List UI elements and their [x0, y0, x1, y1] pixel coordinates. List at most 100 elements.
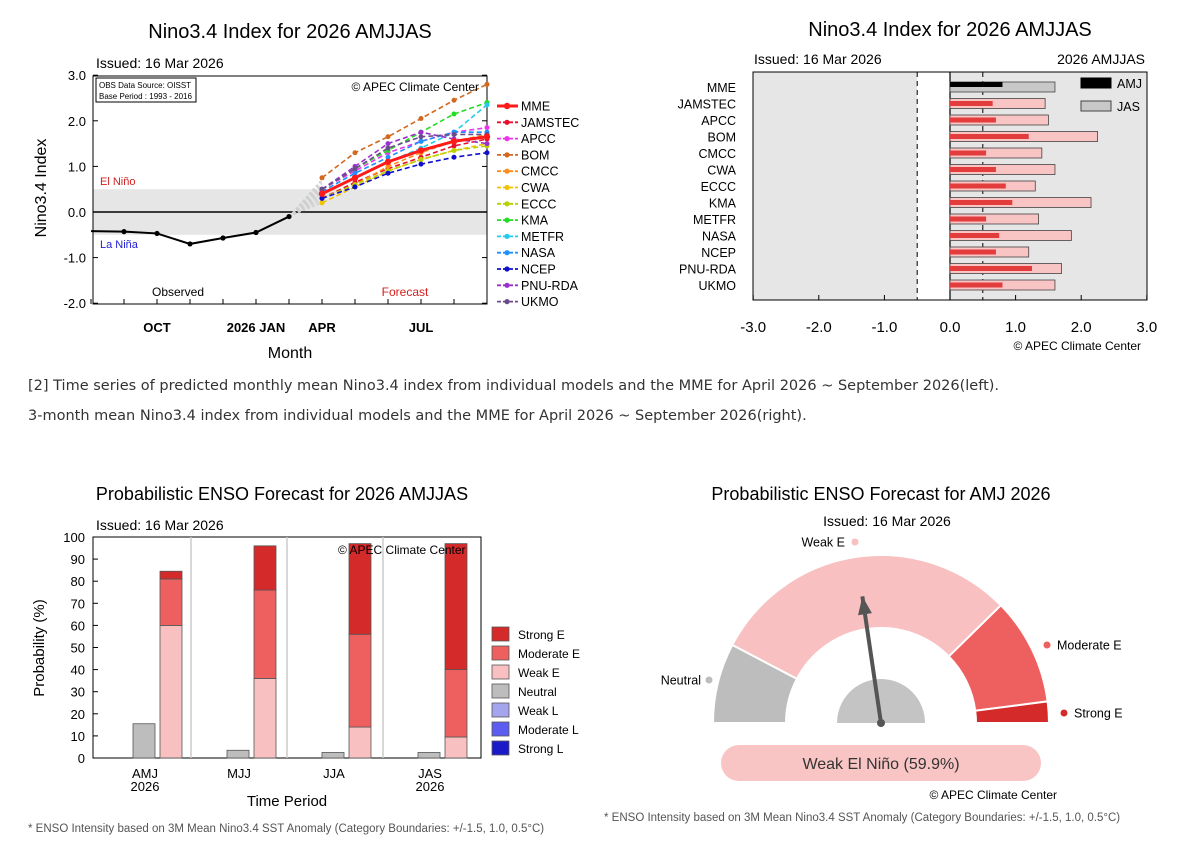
c3-ytick-label: 60: [71, 618, 85, 633]
legend-label-weak-e: Weak E: [518, 666, 560, 680]
c2-xtick-label: 0.0: [940, 319, 961, 336]
legend-label-amj: AMJ: [1117, 77, 1142, 91]
series-point-pnu-rda: [418, 129, 424, 135]
c2-period: 2026 AMJJAS: [1057, 51, 1145, 67]
moderate-e-bar: [159, 578, 183, 626]
bar-amj-kma: [950, 200, 1013, 205]
c2-category-label: ECCC: [701, 180, 736, 194]
series-line-ukmo: [321, 133, 487, 190]
legend-label-moderate-l: Moderate L: [518, 723, 579, 737]
series-point-ukmo: [451, 131, 457, 137]
c2-category-label: JAMSTEC: [678, 98, 736, 112]
legend-marker-kma: [504, 217, 510, 223]
legend-marker-metfr: [504, 233, 510, 239]
gauge-segment-strong-e: [974, 700, 1051, 724]
strong-e-bar: [348, 543, 372, 635]
c2-category-label: CWA: [707, 164, 736, 178]
series-point-mme: [450, 138, 458, 145]
c3-ytick-label: 30: [71, 685, 85, 700]
series-point-ukmo: [418, 134, 424, 140]
strong-e-bar: [159, 570, 183, 580]
series-point-ukmo: [352, 166, 358, 172]
legend-label-jas: JAS: [1117, 100, 1140, 114]
c1-axes-frame: [92, 75, 488, 305]
bar-amj-pnu-rda: [950, 266, 1032, 271]
legend-label-nasa: NASA: [521, 246, 556, 260]
legend-label-strong-e: Strong E: [518, 628, 565, 642]
legend-label-strong-l: Strong L: [518, 742, 564, 756]
legend-marker-mme: [503, 102, 511, 110]
c2-xtick-label: -3.0: [740, 319, 766, 336]
c1-info-box: OBS Data Source: OISST Base Period : 199…: [95, 77, 197, 103]
bar-amj-ukmo: [950, 282, 1003, 288]
series-point-ukmo: [385, 145, 391, 151]
strong-e-bar: [444, 543, 468, 671]
legend-label-mme: MME: [521, 100, 550, 114]
legend-swatch-moderate-l: [491, 721, 510, 737]
legend-swatch-weak-e: [491, 664, 510, 680]
moderate-e-bar: [444, 669, 468, 738]
forecast-label: Forecast: [382, 285, 429, 299]
weak-e-bar: [253, 678, 277, 759]
series-point-nasa: [385, 154, 391, 160]
c1-ytick-label: 3.0: [68, 68, 86, 83]
gauge-needle: [860, 596, 883, 724]
series-point-mme: [417, 147, 425, 154]
c3-ytick-label: 20: [71, 707, 85, 722]
enso-probability-bars-chart: Probabilistic ENSO Forecast for 2026 AMJ…: [28, 484, 580, 835]
series-point-bom: [352, 150, 358, 156]
c3-footnote: * ENSO Intensity based on 3M Mean Nino3.…: [28, 823, 544, 835]
bar-amj-metfr: [950, 216, 987, 222]
observed-point: [187, 241, 193, 247]
c2-copyright: © APEC Climate Center: [1013, 339, 1141, 353]
bar-amj-jamstec: [950, 101, 993, 106]
gauge-dot-neutral: [705, 676, 713, 684]
series-point-cmcc: [385, 163, 391, 169]
observed-point: [220, 235, 226, 241]
gauge-label-weak-e: Weak E: [801, 536, 845, 550]
series-point-cwa: [319, 200, 325, 206]
legend-marker-cmcc: [504, 168, 510, 174]
moderate-e-bar: [253, 589, 277, 679]
c4-title: Probabilistic ENSO Forecast for AMJ 2026: [711, 484, 1050, 504]
c2-xtick-label: -2.0: [806, 319, 832, 336]
legend-label-kma: KMA: [521, 214, 549, 228]
gauge-label-moderate-e: Moderate E: [1057, 639, 1122, 653]
gauge-dot-strong-e: [1060, 709, 1068, 717]
series-point-pnu-rda: [484, 141, 490, 147]
series-point-bom: [418, 116, 424, 122]
series-point-mme: [384, 158, 392, 166]
c3-ytick-label: 0: [78, 751, 85, 766]
gauge-hub: [837, 679, 925, 723]
result-pill: [721, 745, 1041, 781]
legend-marker-jamstec: [504, 119, 510, 125]
c1-ytick-label: 0.0: [68, 205, 86, 220]
c2-category-label: APCC: [701, 114, 736, 128]
series-line-apcc: [321, 126, 488, 190]
c1-xtick-label: 2026 JAN: [227, 320, 286, 335]
legend-label-weak-l: Weak L: [518, 704, 559, 718]
c3-ytick-label: 10: [71, 729, 85, 744]
gauge-label-strong-e: Strong E: [1074, 707, 1123, 721]
c3-category-label: JAS: [418, 766, 442, 781]
c2-category-label: NASA: [702, 230, 737, 244]
c2-category-label: NCEP: [701, 246, 736, 260]
legend-label-neutral: Neutral: [518, 685, 557, 699]
c1-source-note: OBS Data Source: OISST: [99, 81, 191, 90]
la-nina-label: La Niña: [100, 239, 139, 251]
series-point-ncep: [451, 154, 457, 160]
figure-caption-1: [2] Time series of predicted monthly mea…: [28, 378, 1000, 394]
series-point-kma: [451, 111, 457, 117]
legend-label-bom: BOM: [521, 148, 549, 162]
series-point-ukmo: [319, 186, 325, 192]
series-line-cmcc: [321, 133, 488, 200]
nino34-model-bars-chart: Nino3.4 Index for 2026 AMJJAS Issued: 16…: [678, 19, 1158, 353]
series-line-ncep: [321, 151, 488, 200]
legend-swatch-moderate-e: [491, 645, 510, 661]
series-point-bom: [484, 81, 490, 87]
c4-copyright: © APEC Climate Center: [929, 788, 1057, 802]
legend-marker-cwa: [504, 184, 510, 191]
c2-category-label: METFR: [693, 213, 736, 227]
legend-marker-nasa: [504, 250, 510, 256]
bar-amj-bom: [950, 134, 1029, 139]
